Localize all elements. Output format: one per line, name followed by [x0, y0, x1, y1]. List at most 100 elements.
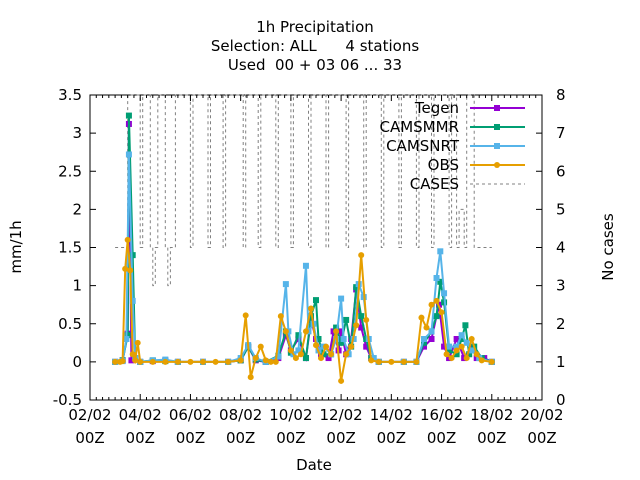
- data-point-camsnrt: [370, 355, 377, 362]
- data-point-tegen: [128, 357, 135, 364]
- data-point-obs: [187, 358, 194, 365]
- y-tick-label: -0.5: [53, 391, 82, 409]
- data-point-camsmmr: [358, 313, 365, 320]
- data-point-obs: [433, 297, 440, 304]
- data-point-obs: [368, 357, 375, 364]
- data-point-camsmmr: [433, 313, 440, 320]
- x-tick-label-date: 12/02: [319, 406, 362, 424]
- data-point-obs: [453, 347, 460, 354]
- data-point-camsnrt: [453, 343, 460, 350]
- data-point-obs: [353, 322, 360, 329]
- y2-tick-label: 0: [556, 391, 566, 409]
- series-layer: [112, 112, 495, 384]
- data-point-obs: [272, 358, 279, 365]
- y-tick-label: 1: [72, 277, 82, 295]
- data-point-tegen: [428, 336, 435, 342]
- data-point-camsnrt: [295, 347, 302, 354]
- data-point-camsmmr: [333, 324, 340, 331]
- legend-marker-tegen: [494, 105, 500, 111]
- data-point-camsnrt: [125, 151, 132, 158]
- x-tick-label-date: 18/02: [470, 406, 513, 424]
- data-point-obs: [358, 252, 365, 259]
- data-point-obs: [318, 355, 325, 362]
- data-point-obs: [297, 351, 304, 358]
- data-point-camsmmr: [129, 252, 136, 259]
- data-point-obs: [488, 358, 495, 365]
- data-point-camsnrt: [123, 336, 130, 342]
- x-tick-label-hour: 00Z: [527, 429, 556, 447]
- data-point-obs: [438, 309, 445, 316]
- data-point-obs: [267, 358, 274, 365]
- y2-tick-label: 6: [556, 162, 566, 180]
- data-point-camsmmr: [458, 336, 465, 342]
- legend-label-obs: OBS: [428, 156, 459, 174]
- data-point-obs: [423, 324, 430, 331]
- data-point-obs: [428, 301, 435, 308]
- x-tick-label-date: 20/02: [520, 406, 563, 424]
- y2-tick-label: 4: [556, 239, 566, 257]
- data-point-camsmmr: [302, 355, 309, 362]
- data-point-camsmmr: [338, 339, 345, 346]
- data-point-obs: [400, 358, 407, 365]
- y-tick-label: 3: [72, 124, 82, 142]
- data-point-obs: [323, 343, 330, 350]
- legend-label-cases: CASES: [410, 175, 459, 193]
- legend-label-tegen: Tegen: [414, 99, 459, 117]
- x-axis: 02/02 00Z 04/02 00Z 06/02 00Z 08/02 00Z 10/02 00Z…: [68, 95, 564, 447]
- y2-axis-label: No cases: [599, 213, 617, 281]
- data-point-camsnrt: [282, 281, 289, 288]
- data-point-obs: [418, 314, 425, 321]
- data-point-obs: [348, 343, 355, 350]
- data-point-camsnrt: [458, 332, 465, 339]
- data-point-camsnrt: [340, 336, 347, 342]
- data-point-obs: [473, 351, 480, 358]
- data-point-obs: [257, 343, 264, 350]
- data-point-camsnrt: [302, 262, 309, 269]
- data-point-obs: [129, 351, 136, 358]
- data-point-obs: [333, 328, 340, 335]
- data-point-camsmmr: [353, 284, 360, 291]
- x-tick-label-hour: 00Z: [176, 429, 205, 447]
- legend-label-camsmmr: CAMSMMR: [379, 118, 459, 136]
- data-point-obs: [124, 236, 131, 243]
- data-point-tegen: [325, 355, 332, 362]
- data-point-tegen: [338, 328, 345, 335]
- data-point-obs: [174, 358, 181, 365]
- data-point-obs: [313, 342, 319, 349]
- x-tick-label-hour: 00Z: [326, 429, 355, 447]
- legend-marker-obs: [494, 162, 500, 168]
- data-point-camsmmr: [437, 278, 444, 285]
- series-line-cases: [115, 94, 492, 287]
- y-tick-label: 1.5: [58, 239, 82, 257]
- data-point-camsnrt: [441, 290, 448, 297]
- y-tick-label: 0: [72, 353, 82, 371]
- data-point-obs: [242, 312, 249, 319]
- data-point-obs: [292, 355, 299, 362]
- data-point-obs: [149, 358, 156, 365]
- data-point-camsmmr: [453, 351, 460, 358]
- data-point-camsnrt: [433, 275, 440, 281]
- data-point-camsnrt: [428, 328, 435, 335]
- data-point-obs: [225, 358, 232, 365]
- data-point-obs: [112, 358, 119, 365]
- data-point-obs: [247, 374, 254, 381]
- data-point-obs: [277, 313, 284, 320]
- x-tick-label-hour: 00Z: [477, 429, 506, 447]
- data-point-obs: [448, 355, 455, 362]
- y2-tick-label: 8: [556, 86, 566, 104]
- data-point-camsmmr: [313, 297, 319, 304]
- data-point-camsnrt: [129, 297, 136, 304]
- data-point-obs: [237, 357, 244, 364]
- data-point-obs: [122, 265, 129, 272]
- y-tick-label: 2: [72, 200, 82, 218]
- data-point-camsnrt: [463, 339, 470, 346]
- x-tick-label-hour: 00Z: [75, 429, 104, 447]
- x-axis-label: Date: [296, 456, 332, 474]
- chart-title-line-3: Used 00 + 03 06 ... 33: [228, 56, 402, 74]
- data-point-camsmmr: [420, 339, 427, 346]
- data-point-camsnrt: [338, 295, 345, 302]
- data-point-obs: [282, 328, 289, 335]
